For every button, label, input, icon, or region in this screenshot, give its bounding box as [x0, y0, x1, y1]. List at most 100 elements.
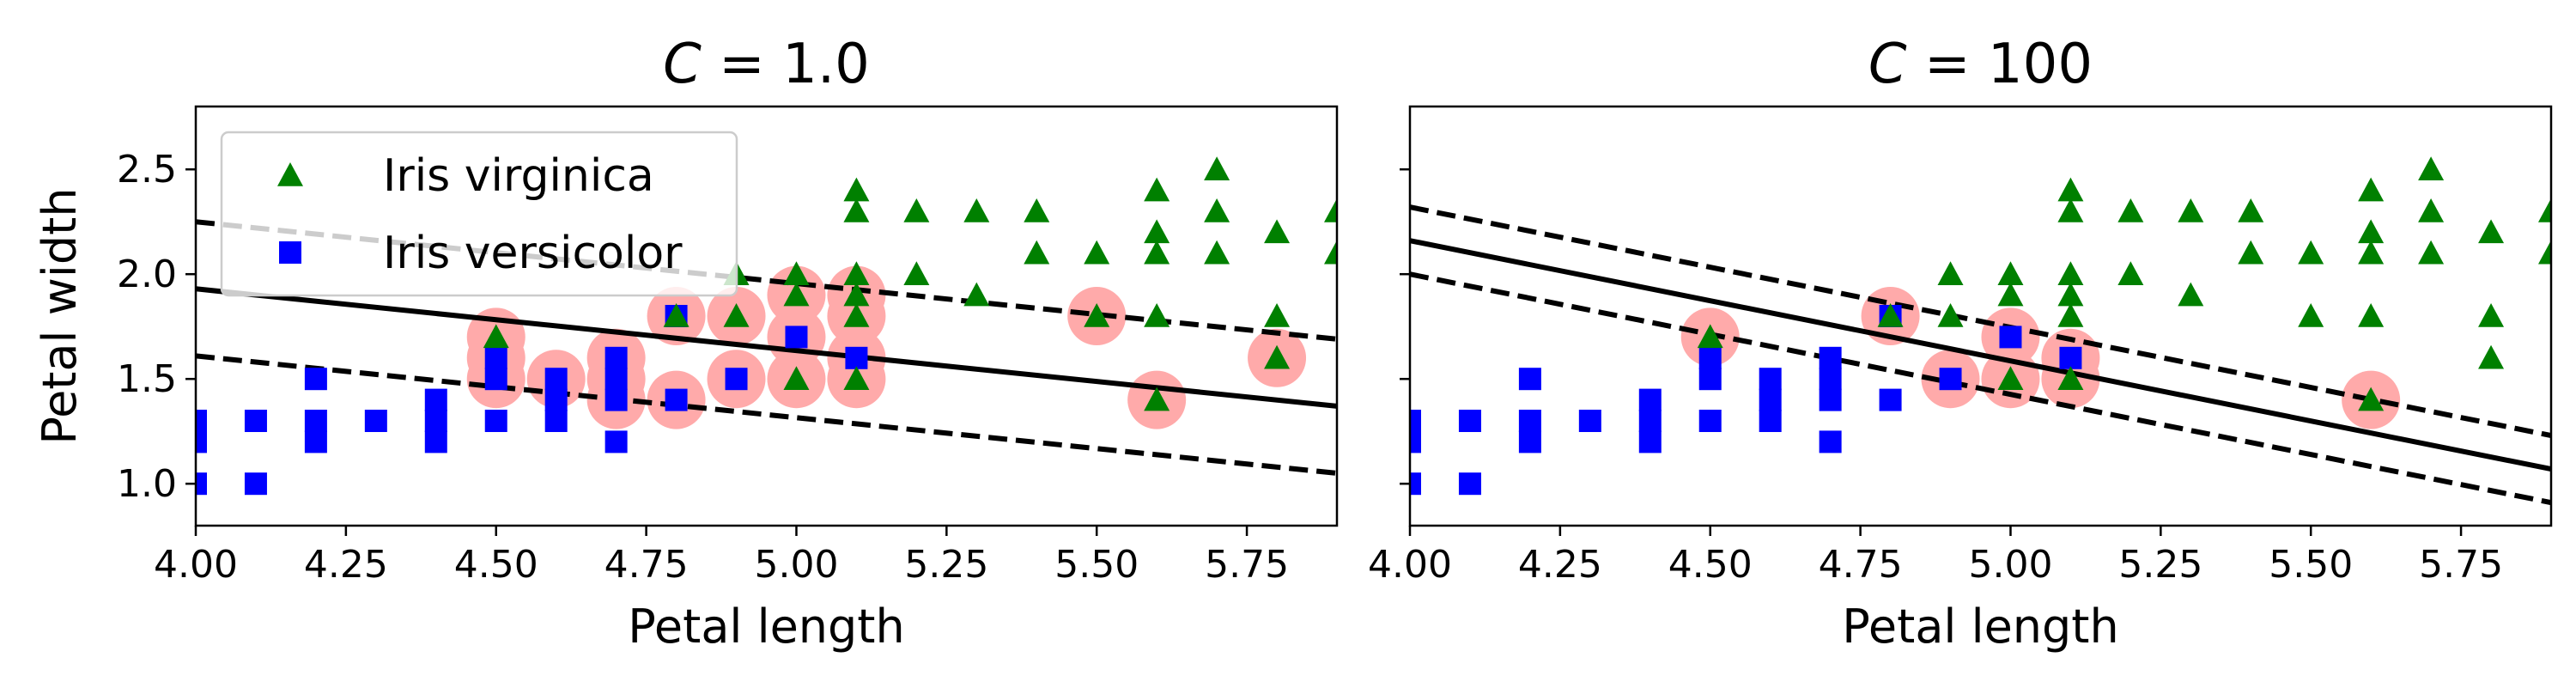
virginica-point — [903, 198, 930, 222]
versicolor-point — [304, 430, 327, 453]
virginica-point — [1204, 240, 1230, 265]
x-tick-label: 5.25 — [2118, 543, 2202, 587]
virginica-point — [843, 261, 870, 285]
virginica-point — [903, 261, 930, 285]
virginica-point — [2298, 240, 2324, 265]
versicolor-point — [725, 368, 748, 391]
virginica-point — [963, 198, 990, 222]
y-tick-label: 2.5 — [117, 148, 177, 192]
virginica-point — [843, 366, 870, 390]
virginica-point — [2178, 198, 2204, 222]
virginica-point — [1084, 240, 1110, 265]
virginica-point — [2538, 240, 2551, 265]
chart-title: C = 100 — [1868, 33, 2093, 96]
virginica-point — [2238, 198, 2264, 222]
legend-versicolor-marker — [279, 241, 301, 264]
x-tick-label: 5.50 — [1054, 543, 1139, 587]
x-tick-label: 5.00 — [754, 543, 838, 587]
virginica-point — [2178, 282, 2204, 307]
virginica-point — [1997, 366, 2024, 390]
versicolor-point — [484, 410, 507, 432]
x-tick-label: 5.75 — [2419, 543, 2503, 587]
virginica-point — [1144, 387, 1170, 411]
versicolor-point — [1410, 430, 1421, 453]
versicolor-point — [1819, 388, 1842, 411]
virginica-point — [1144, 177, 1170, 202]
y-tick-label: 2.0 — [117, 253, 177, 296]
versicolor-point — [424, 388, 447, 411]
virginica-point — [1204, 156, 1230, 180]
virginica-point — [1324, 240, 1337, 265]
x-tick-label: 4.25 — [304, 543, 388, 587]
versicolor-point — [1410, 410, 1421, 432]
virginica-point — [2418, 156, 2445, 180]
versicolor-point — [304, 410, 327, 432]
versicolor-point — [544, 410, 568, 432]
virginica-point — [783, 366, 810, 390]
versicolor-point — [1819, 346, 1842, 369]
virginica-point — [2117, 261, 2144, 285]
virginica-point — [2418, 198, 2445, 222]
versicolor-point — [196, 430, 207, 453]
versicolor-point — [605, 346, 628, 369]
plot-frame — [194, 105, 1339, 527]
virginica-point — [843, 282, 870, 307]
versicolor-point — [484, 346, 507, 369]
versicolor-point — [845, 346, 868, 369]
x-tick-label: 4.25 — [1518, 543, 1602, 587]
virginica-point — [1144, 219, 1170, 244]
virginica-point — [1997, 261, 2024, 285]
legend-virginica-marker — [277, 162, 303, 186]
chart-title: C = 1.0 — [663, 33, 870, 96]
virginica-point — [1324, 198, 1337, 222]
plot-area — [1410, 156, 2551, 506]
virginica-point — [663, 303, 690, 327]
margin-lower-line — [1410, 271, 2551, 506]
virginica-point — [843, 198, 870, 222]
virginica-point — [1937, 303, 1964, 327]
virginica-point — [1084, 303, 1110, 327]
virginica-point — [2478, 303, 2505, 327]
legend-label: Iris virginica — [383, 150, 654, 202]
virginica-point — [2358, 219, 2385, 244]
virginica-point — [2478, 219, 2505, 244]
x-tick-label: 4.00 — [1368, 543, 1452, 587]
versicolor-point — [1819, 430, 1842, 453]
versicolor-point — [1759, 388, 1782, 411]
versicolor-point — [1698, 410, 1722, 432]
decision-boundary-line — [196, 286, 1337, 409]
versicolor-point — [1698, 346, 1722, 369]
virginica-point — [723, 303, 750, 327]
legend: Iris virginica Iris versicolor — [220, 131, 738, 297]
versicolor-point — [1879, 388, 1902, 411]
versicolor-point — [544, 368, 568, 391]
versicolor-point — [1410, 472, 1421, 496]
virginica-point — [1997, 282, 2024, 307]
virginica-point — [2057, 198, 2084, 222]
versicolor-point — [244, 472, 267, 496]
versicolor-point — [196, 472, 207, 496]
versicolor-point — [605, 430, 628, 453]
virginica-point — [2358, 303, 2385, 327]
versicolor-point — [605, 368, 628, 391]
versicolor-point — [304, 368, 327, 391]
virginica-point — [783, 282, 810, 307]
versicolor-point — [785, 326, 808, 349]
virginica-point — [483, 324, 509, 349]
versicolor-point — [1638, 430, 1662, 453]
versicolor-point — [424, 430, 447, 453]
y-axis-label: Petal width — [33, 187, 87, 444]
virginica-point — [1264, 219, 1291, 244]
virginica-point — [1264, 303, 1291, 327]
versicolor-point — [1759, 368, 1782, 391]
virginica-point — [2057, 261, 2084, 285]
legend-label: Iris versicolor — [383, 228, 683, 279]
chart-title-var: C — [663, 33, 719, 96]
versicolor-point — [1638, 410, 1662, 432]
virginica-point — [2057, 366, 2084, 390]
x-tick-label: 4.50 — [454, 543, 538, 587]
versicolor-point — [605, 388, 628, 411]
x-tick-label: 5.50 — [2269, 543, 2353, 587]
versicolor-point — [1518, 368, 1541, 391]
